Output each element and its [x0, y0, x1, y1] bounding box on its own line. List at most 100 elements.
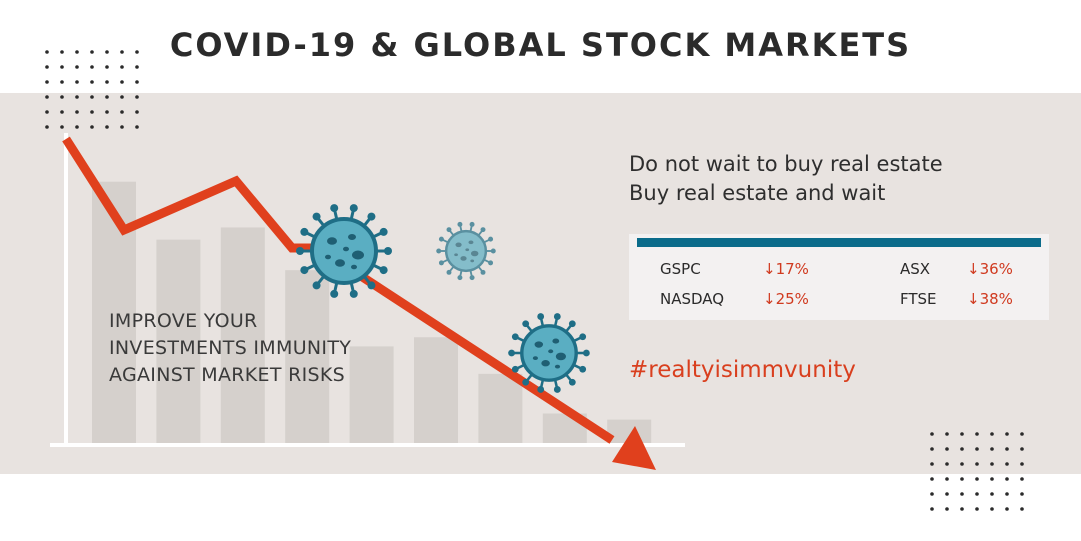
- decor-dot: [75, 80, 79, 84]
- decor-dot: [990, 462, 994, 466]
- decor-dot: [945, 462, 949, 466]
- background-bar: [349, 346, 394, 444]
- decor-dot: [120, 50, 124, 54]
- decor-dot: [90, 50, 94, 54]
- decor-dot: [975, 447, 979, 451]
- background-bar: [478, 373, 523, 444]
- decor-dot: [60, 125, 64, 129]
- decor-dot: [60, 65, 64, 69]
- decor-dot: [60, 110, 64, 114]
- slogan: Do not wait to buy real estate Buy real …: [629, 150, 943, 208]
- decor-dot: [60, 95, 64, 99]
- ticker-name: FTSE: [900, 290, 937, 308]
- decor-dot: [75, 110, 79, 114]
- dot-grid-bottom-right: [929, 431, 1029, 515]
- decor-dot: [75, 50, 79, 54]
- ticker-change: ↓38%: [967, 290, 1013, 308]
- decor-dot: [1020, 432, 1024, 436]
- decor-dot: [960, 432, 964, 436]
- background-bar: [220, 227, 265, 444]
- decor-dot: [990, 447, 994, 451]
- decor-dot: [135, 125, 139, 129]
- background-bar: [285, 270, 330, 444]
- downtrend-line: [62, 136, 615, 444]
- ticker-header-bar: [637, 238, 1041, 247]
- decor-dot: [105, 65, 109, 69]
- decor-dot: [960, 447, 964, 451]
- dot-grid-top-left: [44, 49, 144, 133]
- tagline-line: AGAINST MARKET RISKS: [109, 364, 345, 386]
- decor-dot: [1020, 492, 1024, 496]
- decor-dot: [120, 80, 124, 84]
- tagline-line: IMPROVE YOUR: [109, 310, 258, 332]
- ticker-change: ↓36%: [967, 260, 1013, 278]
- decor-dot: [75, 65, 79, 69]
- decor-dot: [1005, 507, 1009, 511]
- decor-dot: [930, 507, 934, 511]
- decor-dot: [930, 492, 934, 496]
- decor-dot: [945, 477, 949, 481]
- decor-dot: [45, 125, 49, 129]
- slogan-line: Do not wait to buy real estate: [629, 152, 943, 176]
- decor-dot: [60, 80, 64, 84]
- decor-dot: [120, 65, 124, 69]
- decor-dot: [960, 492, 964, 496]
- decor-dot: [90, 95, 94, 99]
- tagline: IMPROVE YOUR INVESTMENTS IMMUNITY AGAINS…: [109, 308, 351, 389]
- decor-dot: [120, 110, 124, 114]
- decor-dot: [105, 95, 109, 99]
- decor-dot: [60, 50, 64, 54]
- decor-dot: [105, 110, 109, 114]
- decor-dot: [975, 492, 979, 496]
- decor-dot: [1005, 492, 1009, 496]
- decor-dot: [1020, 447, 1024, 451]
- decor-dot: [1005, 432, 1009, 436]
- decor-dot: [975, 507, 979, 511]
- decor-dot: [1020, 462, 1024, 466]
- decor-dot: [960, 507, 964, 511]
- decor-dot: [105, 50, 109, 54]
- decor-dot: [960, 477, 964, 481]
- decor-dot: [135, 80, 139, 84]
- decor-dot: [975, 477, 979, 481]
- downtrend-arrowhead: [612, 426, 656, 470]
- decor-dot: [930, 432, 934, 436]
- decor-dot: [990, 507, 994, 511]
- decor-dot: [135, 65, 139, 69]
- decor-dot: [945, 432, 949, 436]
- ticker-change: ↓17%: [763, 260, 809, 278]
- decor-dot: [135, 110, 139, 114]
- decor-dot: [990, 477, 994, 481]
- decor-dot: [135, 95, 139, 99]
- decor-dot: [1005, 477, 1009, 481]
- decor-dot: [105, 80, 109, 84]
- decor-dot: [945, 507, 949, 511]
- ticker-panel: GSPC ↓17% ASX ↓36% NASDAQ ↓25% FTSE ↓38%: [629, 234, 1049, 320]
- decor-dot: [990, 492, 994, 496]
- decor-dot: [105, 125, 109, 129]
- slogan-line: Buy real estate and wait: [629, 181, 886, 205]
- ticker-name: ASX: [900, 260, 931, 278]
- decor-dot: [930, 477, 934, 481]
- decor-dot: [135, 50, 139, 54]
- virus-icon: [436, 221, 496, 281]
- decor-dot: [1005, 462, 1009, 466]
- decor-dot: [90, 65, 94, 69]
- tagline-line: INVESTMENTS IMMUNITY: [109, 337, 352, 359]
- ticker-name: NASDAQ: [660, 290, 725, 308]
- decor-dot: [945, 492, 949, 496]
- decor-dot: [90, 125, 94, 129]
- virus-icon: [296, 204, 392, 298]
- ticker-name: GSPC: [660, 260, 701, 278]
- decor-dot: [975, 462, 979, 466]
- virus-icon: [508, 313, 590, 393]
- decor-dot: [75, 125, 79, 129]
- decor-dot: [1005, 447, 1009, 451]
- background-bar: [414, 337, 458, 444]
- decor-dot: [75, 95, 79, 99]
- decor-dot: [990, 432, 994, 436]
- decor-dot: [90, 80, 94, 84]
- decor-dot: [930, 462, 934, 466]
- hashtag: #realtyisimmvunity: [629, 357, 856, 383]
